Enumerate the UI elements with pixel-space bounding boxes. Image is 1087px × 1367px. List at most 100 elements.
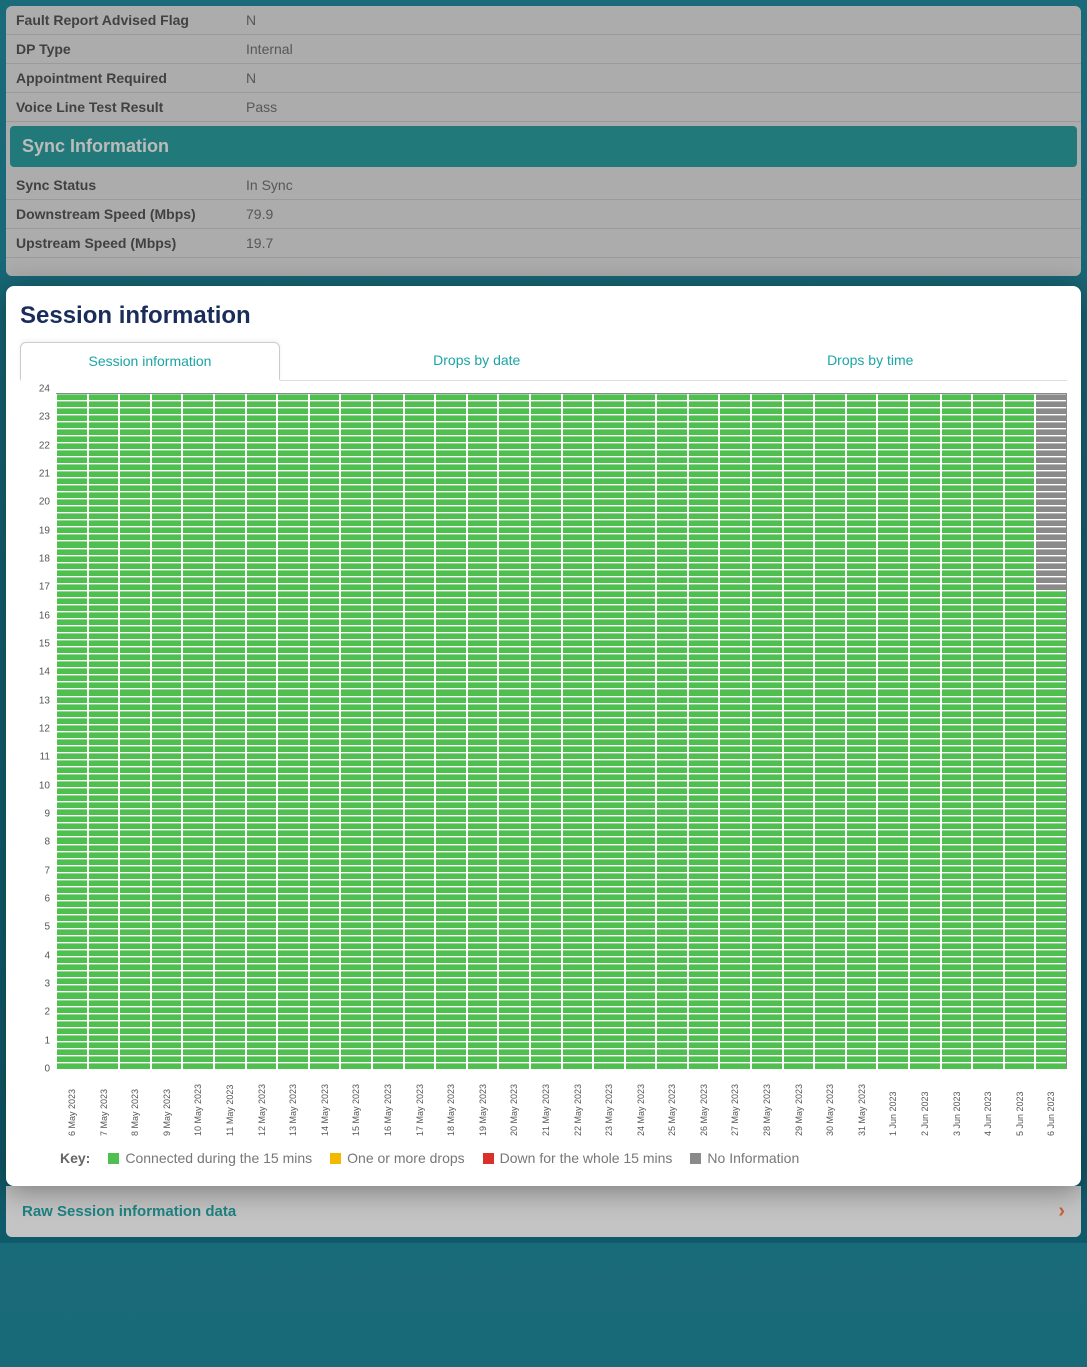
sync-info-table: Sync StatusIn SyncDownstream Speed (Mbps…	[6, 171, 1081, 258]
x-tick: 8 May 2023	[119, 1071, 151, 1136]
row-value: 79.9	[236, 200, 1081, 229]
x-tick: 23 May 2023	[593, 1071, 625, 1136]
x-tick: 5 Jun 2023	[1004, 1071, 1036, 1136]
day-column	[119, 394, 150, 1069]
tab-drops-by-date[interactable]: Drops by date	[280, 342, 674, 380]
row-value: N	[236, 64, 1081, 93]
day-column	[625, 394, 656, 1069]
x-tick: 22 May 2023	[562, 1071, 594, 1136]
raw-data-label: Raw Session information data	[22, 1203, 236, 1220]
day-column	[214, 394, 245, 1069]
x-tick: 28 May 2023	[751, 1071, 783, 1136]
tab-session-information[interactable]: Session information	[20, 342, 280, 381]
day-column	[909, 394, 940, 1069]
y-tick: 3	[44, 979, 50, 990]
day-column	[1035, 394, 1066, 1069]
x-tick: 9 May 2023	[151, 1071, 183, 1136]
legend-label: Down for the whole 15 mins	[500, 1150, 673, 1166]
x-tick: 19 May 2023	[467, 1071, 499, 1136]
day-column	[88, 394, 119, 1069]
day-column	[593, 394, 624, 1069]
table-row: Fault Report Advised FlagN	[6, 6, 1081, 35]
day-column	[751, 394, 782, 1069]
day-column	[877, 394, 908, 1069]
x-tick: 6 Jun 2023	[1035, 1071, 1067, 1136]
table-row: Voice Line Test ResultPass	[6, 93, 1081, 122]
y-tick: 8	[44, 837, 50, 848]
tab-drops-by-time[interactable]: Drops by time	[674, 342, 1068, 380]
day-column	[56, 394, 87, 1069]
x-tick: 21 May 2023	[530, 1071, 562, 1136]
row-label: Fault Report Advised Flag	[6, 6, 236, 35]
tab-strip: Session informationDrops by dateDrops by…	[20, 342, 1067, 381]
table-row: Sync StatusIn Sync	[6, 171, 1081, 200]
table-row: Upstream Speed (Mbps)19.7	[6, 229, 1081, 258]
y-tick: 21	[39, 469, 50, 480]
day-column	[1004, 394, 1035, 1069]
x-tick: 26 May 2023	[688, 1071, 720, 1136]
day-column	[435, 394, 466, 1069]
x-tick: 25 May 2023	[656, 1071, 688, 1136]
x-tick: 29 May 2023	[783, 1071, 815, 1136]
y-tick: 15	[39, 639, 50, 650]
legend-item: Down for the whole 15 mins	[483, 1150, 673, 1166]
day-column	[562, 394, 593, 1069]
x-tick: 27 May 2023	[719, 1071, 751, 1136]
y-tick: 4	[44, 950, 50, 961]
legend-item: Connected during the 15 mins	[108, 1150, 312, 1166]
legend-label: One or more drops	[347, 1150, 465, 1166]
x-tick: 12 May 2023	[246, 1071, 278, 1136]
row-label: Downstream Speed (Mbps)	[6, 200, 236, 229]
y-tick: 23	[39, 412, 50, 423]
fault-info-panel: Fault Report Advised FlagNDP TypeInterna…	[6, 6, 1081, 276]
x-tick: 11 May 2023	[214, 1071, 246, 1136]
y-tick: 13	[39, 695, 50, 706]
day-column	[941, 394, 972, 1069]
table-row: Downstream Speed (Mbps)79.9	[6, 200, 1081, 229]
x-tick: 30 May 2023	[814, 1071, 846, 1136]
y-tick: 7	[44, 865, 50, 876]
day-column	[656, 394, 687, 1069]
x-tick: 18 May 2023	[435, 1071, 467, 1136]
legend-label: No Information	[707, 1150, 799, 1166]
y-tick: 12	[39, 724, 50, 735]
y-tick: 22	[39, 440, 50, 451]
legend-key-label: Key:	[60, 1150, 90, 1166]
modal-title: Session information	[20, 302, 1067, 330]
day-column	[340, 394, 371, 1069]
table-row: Appointment RequiredN	[6, 64, 1081, 93]
legend-swatch	[483, 1153, 494, 1164]
y-tick: 17	[39, 582, 50, 593]
x-tick: 13 May 2023	[277, 1071, 309, 1136]
row-value: Pass	[236, 93, 1081, 122]
row-value: Internal	[236, 35, 1081, 64]
x-axis: 6 May 20237 May 20238 May 20239 May 2023…	[20, 1071, 1067, 1136]
day-column	[719, 394, 750, 1069]
x-tick: 2 Jun 2023	[909, 1071, 941, 1136]
legend-swatch	[330, 1153, 341, 1164]
x-tick: 16 May 2023	[372, 1071, 404, 1136]
chart-legend: Key: Connected during the 15 mins One or …	[20, 1136, 1067, 1166]
x-tick: 10 May 2023	[182, 1071, 214, 1136]
y-axis: 0123456789101112131415161718192021222324	[20, 389, 54, 1069]
y-tick: 0	[44, 1064, 50, 1075]
y-tick: 6	[44, 894, 50, 905]
legend-item: One or more drops	[330, 1150, 465, 1166]
heatmap-grid	[56, 393, 1067, 1069]
x-tick: 17 May 2023	[404, 1071, 436, 1136]
legend-label: Connected during the 15 mins	[125, 1150, 312, 1166]
y-tick: 5	[44, 922, 50, 933]
row-label: Upstream Speed (Mbps)	[6, 229, 236, 258]
y-tick: 24	[39, 384, 50, 395]
x-tick: 31 May 2023	[846, 1071, 878, 1136]
x-tick: 24 May 2023	[625, 1071, 657, 1136]
day-column	[372, 394, 403, 1069]
day-column	[498, 394, 529, 1069]
legend-item: No Information	[690, 1150, 799, 1166]
x-tick: 15 May 2023	[340, 1071, 372, 1136]
day-column	[246, 394, 277, 1069]
y-tick: 20	[39, 497, 50, 508]
x-tick: 6 May 2023	[56, 1071, 88, 1136]
raw-data-expander[interactable]: Raw Session information data ›	[6, 1186, 1081, 1237]
legend-swatch	[108, 1153, 119, 1164]
